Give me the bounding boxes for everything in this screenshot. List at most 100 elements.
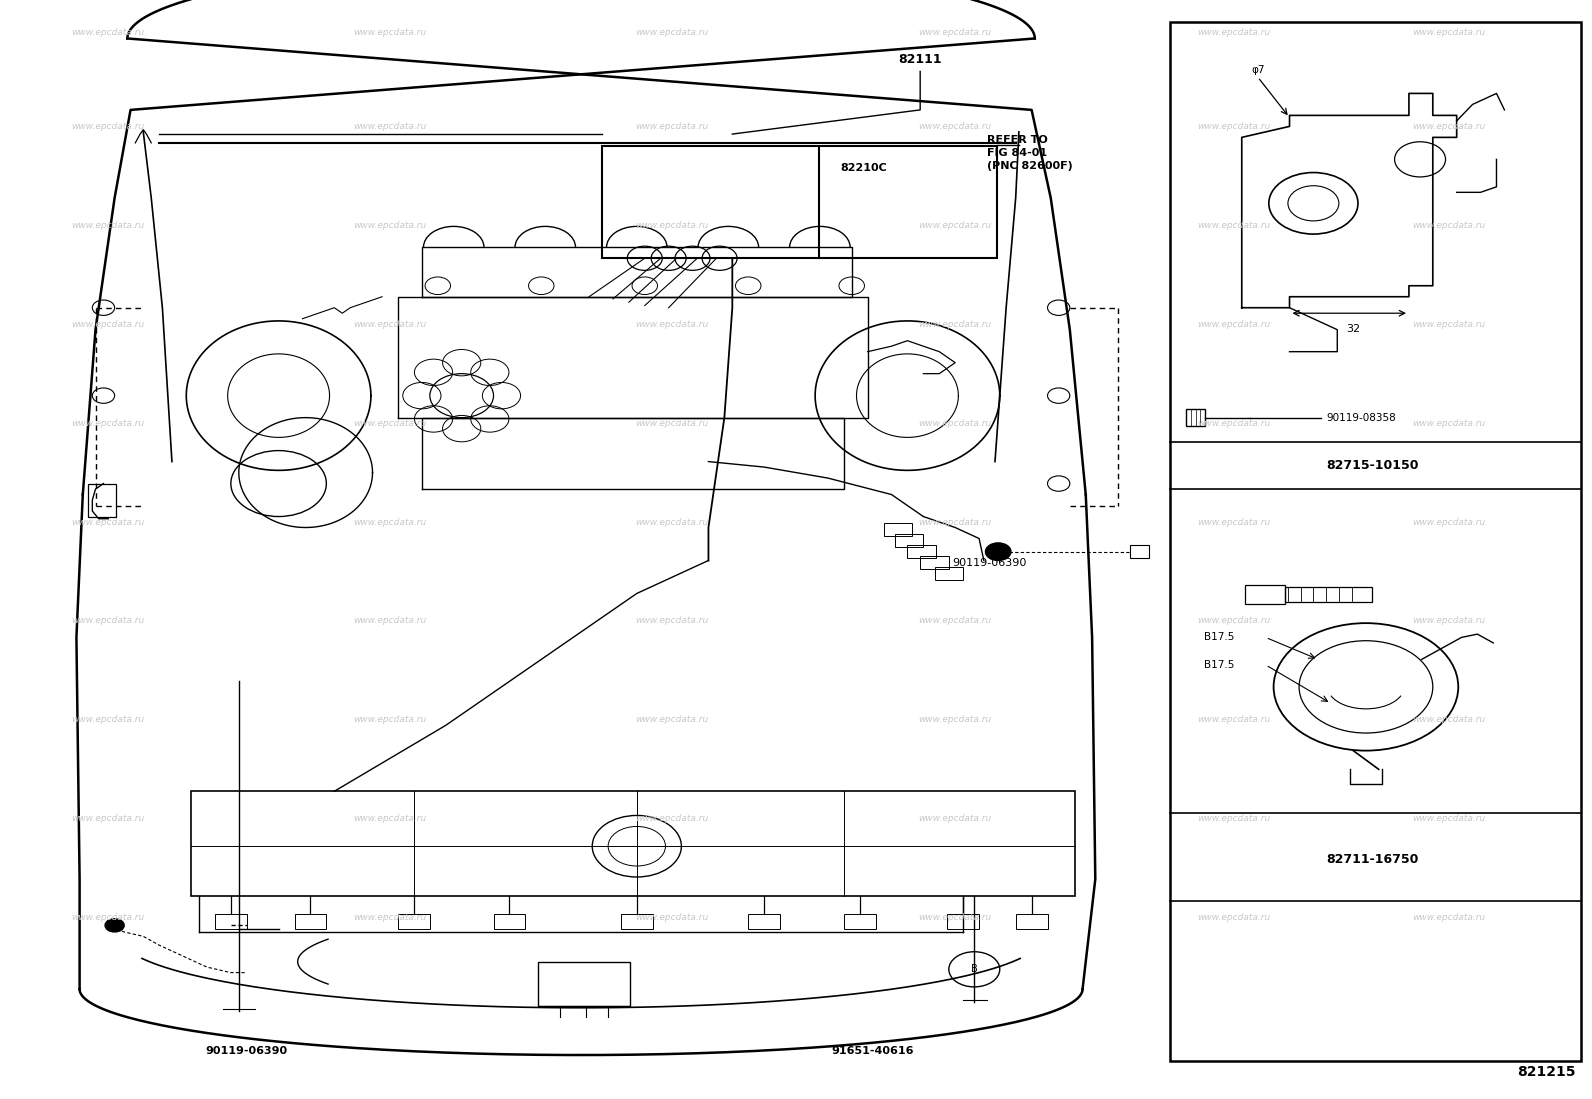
Bar bbox=[935, 567, 963, 580]
Bar bbox=[895, 534, 923, 547]
Text: www.epcdata.ru: www.epcdata.ru bbox=[919, 221, 992, 230]
Text: www.epcdata.ru: www.epcdata.ru bbox=[72, 221, 145, 230]
Text: www.epcdata.ru: www.epcdata.ru bbox=[635, 29, 708, 37]
Text: 32: 32 bbox=[1347, 324, 1360, 334]
Text: www.epcdata.ru: www.epcdata.ru bbox=[1412, 221, 1485, 230]
Text: B: B bbox=[971, 964, 977, 975]
Circle shape bbox=[985, 543, 1011, 560]
Text: 82711-16750: 82711-16750 bbox=[1326, 853, 1418, 866]
Text: www.epcdata.ru: www.epcdata.ru bbox=[1197, 419, 1270, 428]
Text: www.epcdata.ru: www.epcdata.ru bbox=[1412, 814, 1485, 823]
Text: B17.5: B17.5 bbox=[1204, 632, 1234, 643]
Text: www.epcdata.ru: www.epcdata.ru bbox=[919, 419, 992, 428]
Bar bbox=[494, 914, 525, 929]
Text: www.epcdata.ru: www.epcdata.ru bbox=[72, 122, 145, 131]
Bar bbox=[215, 914, 247, 929]
Text: 82111: 82111 bbox=[898, 53, 942, 66]
Bar bbox=[947, 914, 979, 929]
Text: www.epcdata.ru: www.epcdata.ru bbox=[635, 320, 708, 329]
Text: www.epcdata.ru: www.epcdata.ru bbox=[353, 814, 427, 823]
Text: www.epcdata.ru: www.epcdata.ru bbox=[72, 814, 145, 823]
Text: www.epcdata.ru: www.epcdata.ru bbox=[353, 122, 427, 131]
Text: www.epcdata.ru: www.epcdata.ru bbox=[1197, 320, 1270, 329]
Text: www.epcdata.ru: www.epcdata.ru bbox=[1412, 518, 1485, 526]
Text: www.epcdata.ru: www.epcdata.ru bbox=[1197, 221, 1270, 230]
Text: www.epcdata.ru: www.epcdata.ru bbox=[72, 419, 145, 428]
Bar bbox=[295, 914, 326, 929]
Text: www.epcdata.ru: www.epcdata.ru bbox=[353, 617, 427, 625]
Text: www.epcdata.ru: www.epcdata.ru bbox=[635, 122, 708, 131]
Text: (PNC 82600F): (PNC 82600F) bbox=[987, 162, 1073, 171]
Bar bbox=[907, 545, 936, 558]
Text: www.epcdata.ru: www.epcdata.ru bbox=[919, 617, 992, 625]
Text: 91651-40616: 91651-40616 bbox=[831, 1046, 914, 1056]
Text: 90119-06390: 90119-06390 bbox=[205, 1046, 288, 1056]
Bar bbox=[844, 914, 876, 929]
Circle shape bbox=[105, 919, 124, 932]
Bar bbox=[538, 962, 630, 1006]
Text: www.epcdata.ru: www.epcdata.ru bbox=[919, 122, 992, 131]
Text: B17.5: B17.5 bbox=[1204, 659, 1234, 670]
Bar bbox=[1130, 545, 1149, 558]
Text: www.epcdata.ru: www.epcdata.ru bbox=[635, 419, 708, 428]
Text: www.epcdata.ru: www.epcdata.ru bbox=[72, 518, 145, 526]
Text: www.epcdata.ru: www.epcdata.ru bbox=[635, 715, 708, 724]
Text: www.epcdata.ru: www.epcdata.ru bbox=[353, 221, 427, 230]
Bar bbox=[884, 523, 912, 536]
Text: www.epcdata.ru: www.epcdata.ru bbox=[919, 913, 992, 922]
Text: www.epcdata.ru: www.epcdata.ru bbox=[1412, 419, 1485, 428]
Bar bbox=[1186, 409, 1205, 426]
Text: 82715-10150: 82715-10150 bbox=[1326, 459, 1418, 473]
Text: www.epcdata.ru: www.epcdata.ru bbox=[1197, 715, 1270, 724]
Text: www.epcdata.ru: www.epcdata.ru bbox=[72, 913, 145, 922]
Text: www.epcdata.ru: www.epcdata.ru bbox=[1197, 814, 1270, 823]
Text: www.epcdata.ru: www.epcdata.ru bbox=[72, 715, 145, 724]
Text: www.epcdata.ru: www.epcdata.ru bbox=[72, 617, 145, 625]
Text: www.epcdata.ru: www.epcdata.ru bbox=[635, 814, 708, 823]
Bar bbox=[1245, 585, 1285, 604]
Text: www.epcdata.ru: www.epcdata.ru bbox=[1197, 518, 1270, 526]
Text: www.epcdata.ru: www.epcdata.ru bbox=[1412, 29, 1485, 37]
Text: www.epcdata.ru: www.epcdata.ru bbox=[353, 419, 427, 428]
Text: 821215: 821215 bbox=[1517, 1065, 1576, 1079]
Text: www.epcdata.ru: www.epcdata.ru bbox=[1197, 617, 1270, 625]
Text: FIG 84-01: FIG 84-01 bbox=[987, 148, 1048, 158]
Bar bbox=[621, 914, 653, 929]
Text: www.epcdata.ru: www.epcdata.ru bbox=[353, 29, 427, 37]
Text: www.epcdata.ru: www.epcdata.ru bbox=[72, 29, 145, 37]
Text: www.epcdata.ru: www.epcdata.ru bbox=[635, 617, 708, 625]
Text: www.epcdata.ru: www.epcdata.ru bbox=[1197, 29, 1270, 37]
Text: www.epcdata.ru: www.epcdata.ru bbox=[919, 518, 992, 526]
Bar bbox=[1170, 22, 1581, 1061]
Text: www.epcdata.ru: www.epcdata.ru bbox=[353, 715, 427, 724]
Text: www.epcdata.ru: www.epcdata.ru bbox=[353, 518, 427, 526]
Text: www.epcdata.ru: www.epcdata.ru bbox=[1412, 617, 1485, 625]
Bar bbox=[398, 914, 430, 929]
Bar bbox=[88, 484, 116, 517]
Text: www.epcdata.ru: www.epcdata.ru bbox=[635, 221, 708, 230]
Bar bbox=[920, 556, 949, 569]
Text: www.epcdata.ru: www.epcdata.ru bbox=[635, 913, 708, 922]
Text: www.epcdata.ru: www.epcdata.ru bbox=[72, 320, 145, 329]
Text: www.epcdata.ru: www.epcdata.ru bbox=[353, 320, 427, 329]
Bar bbox=[602, 146, 997, 258]
Text: www.epcdata.ru: www.epcdata.ru bbox=[635, 518, 708, 526]
Bar bbox=[1016, 914, 1048, 929]
Text: www.epcdata.ru: www.epcdata.ru bbox=[1412, 913, 1485, 922]
Text: www.epcdata.ru: www.epcdata.ru bbox=[353, 913, 427, 922]
Text: www.epcdata.ru: www.epcdata.ru bbox=[919, 715, 992, 724]
Text: φ7: φ7 bbox=[1251, 65, 1264, 75]
Text: 82210C: 82210C bbox=[841, 163, 887, 174]
Text: REFER TO: REFER TO bbox=[987, 135, 1048, 145]
Bar bbox=[748, 914, 780, 929]
Text: www.epcdata.ru: www.epcdata.ru bbox=[919, 29, 992, 37]
Text: www.epcdata.ru: www.epcdata.ru bbox=[1197, 122, 1270, 131]
Bar bbox=[1285, 587, 1372, 602]
Text: www.epcdata.ru: www.epcdata.ru bbox=[1197, 913, 1270, 922]
Text: www.epcdata.ru: www.epcdata.ru bbox=[1412, 715, 1485, 724]
Text: 90119-08358: 90119-08358 bbox=[1326, 412, 1396, 423]
Text: www.epcdata.ru: www.epcdata.ru bbox=[919, 320, 992, 329]
Text: www.epcdata.ru: www.epcdata.ru bbox=[1412, 122, 1485, 131]
Text: 90119-06390: 90119-06390 bbox=[952, 557, 1027, 568]
Text: www.epcdata.ru: www.epcdata.ru bbox=[1412, 320, 1485, 329]
